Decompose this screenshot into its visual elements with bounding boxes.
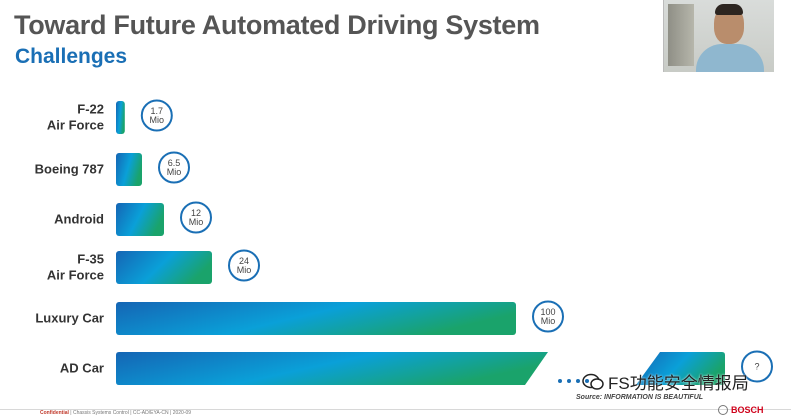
category-label: Boeing 787	[35, 162, 104, 177]
footer-info: | Chassis Systems Control | CC-AD/EYA-CN…	[70, 410, 192, 416]
value-label: ?	[754, 362, 759, 372]
bosch-logo: BOSCH	[718, 405, 764, 415]
value-label: 1.7 Mio	[150, 106, 165, 125]
watermark: FS功能安全情报局	[582, 369, 749, 394]
wechat-icon	[582, 373, 604, 390]
value-label: 6.5 Mio	[167, 158, 182, 177]
footer-divider	[0, 409, 791, 410]
axis-break-dot	[576, 379, 580, 383]
category-label: F-22 Air Force	[47, 102, 104, 133]
category-label: Luxury Car	[35, 311, 104, 326]
category-label: AD Car	[60, 361, 104, 376]
axis-break-dot	[567, 379, 571, 383]
bar	[116, 352, 548, 385]
category-label: F-35 Air Force	[47, 252, 104, 283]
value-label: 100 Mio	[540, 307, 555, 326]
value-circle	[741, 350, 773, 383]
bar	[116, 203, 164, 236]
bar	[116, 153, 142, 186]
axis-break-dot	[585, 379, 589, 383]
presenter-body	[696, 44, 764, 72]
value-label: 12 Mio	[189, 208, 204, 227]
axis-break-dot	[558, 379, 562, 383]
source-note: Source: INFORMATION IS BEAUTIFUL	[576, 394, 704, 401]
value-circle	[140, 99, 173, 132]
value-circle	[180, 201, 212, 234]
bosch-logo-text: BOSCH	[731, 405, 764, 415]
slide-title: Toward Future Automated Driving System	[14, 10, 540, 40]
webcam-video-thumbnail[interactable]	[663, 0, 774, 72]
presenter-hair	[715, 4, 743, 15]
value-label: 24 Mio	[237, 256, 252, 275]
slide-subtitle: Challenges	[15, 45, 128, 68]
value-circle	[532, 300, 564, 333]
footer-confidential: Confidential | Chassis Systems Control |…	[40, 410, 191, 416]
category-label: Android	[54, 212, 104, 227]
background-shelf	[668, 4, 694, 66]
bar	[636, 352, 725, 385]
bar	[116, 302, 516, 335]
footer-confidential-label: Confidential	[40, 410, 69, 416]
bar	[116, 251, 212, 284]
value-circle	[228, 249, 260, 282]
value-circle	[158, 151, 190, 184]
bosch-ring-icon	[718, 405, 728, 415]
bar	[116, 101, 125, 134]
watermark-text: FS功能安全情报局	[608, 374, 749, 393]
